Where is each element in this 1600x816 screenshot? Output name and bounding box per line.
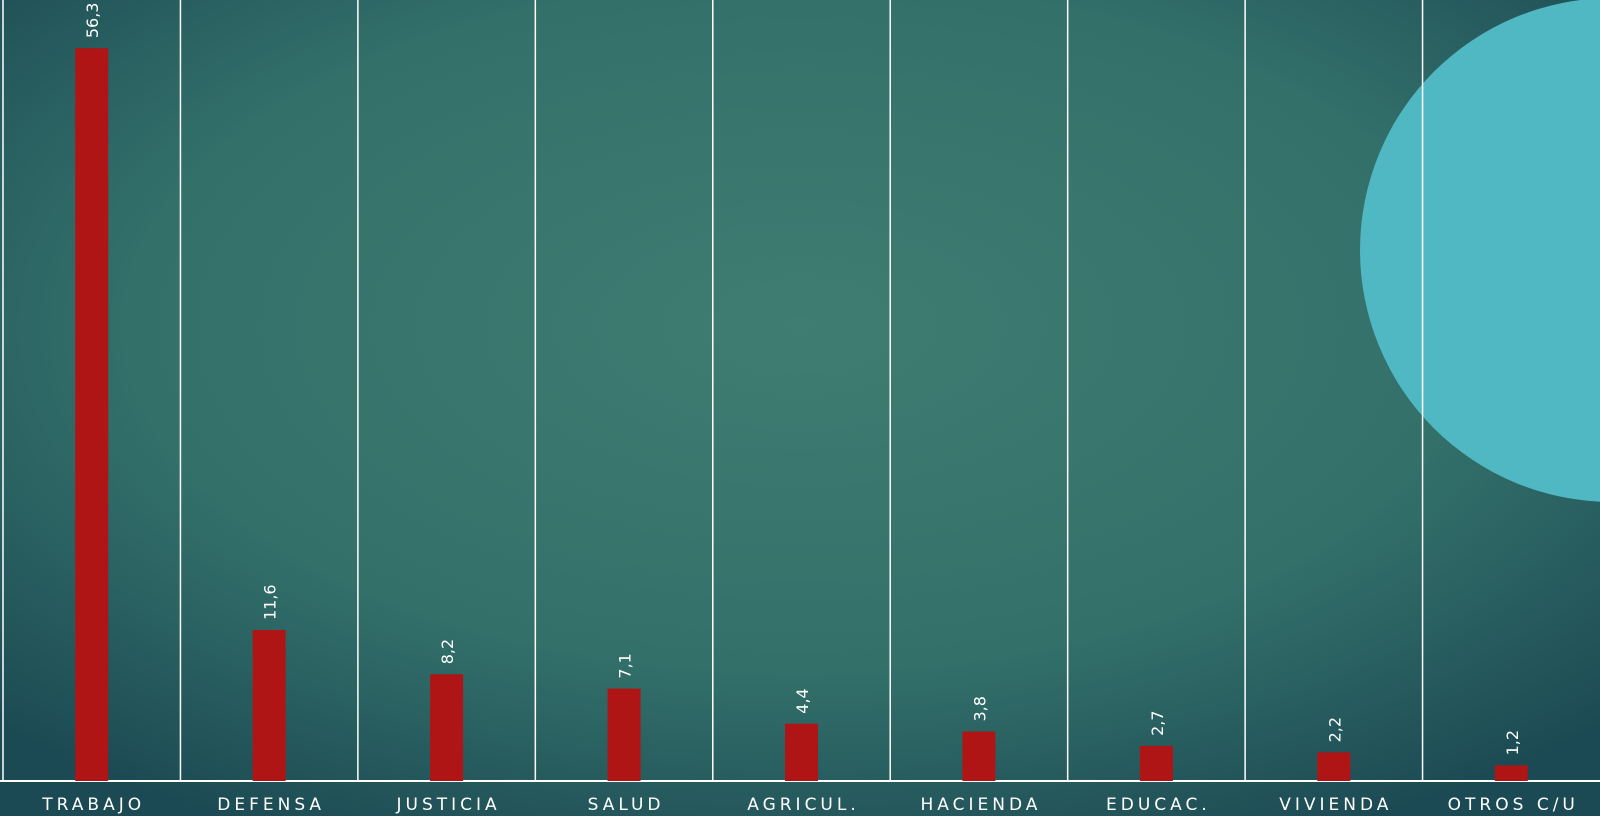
bar	[1139, 745, 1173, 781]
value-label: 1,2	[1503, 730, 1522, 755]
value-label: 7,1	[616, 653, 635, 678]
bar	[962, 731, 996, 781]
x-tick-label: VIVIENDA	[1279, 795, 1392, 815]
x-tick-label: TRABAJO	[41, 795, 145, 815]
bar	[607, 688, 641, 781]
x-tick-label: JUSTICIA	[396, 795, 501, 815]
value-label: 2,2	[1325, 717, 1344, 742]
value-label: 11,6	[261, 584, 280, 620]
bar	[1494, 765, 1528, 781]
x-tick-label: HACIENDA	[920, 795, 1041, 815]
value-label: 4,4	[793, 688, 812, 713]
bar	[252, 630, 286, 781]
bar	[430, 674, 464, 781]
value-label: 56,3	[83, 3, 102, 39]
decor-circle	[1360, 0, 1600, 502]
bar	[785, 723, 818, 781]
x-tick-label: OTROS C/U	[1448, 795, 1579, 815]
value-label: 2,7	[1148, 710, 1167, 735]
value-label: 8,2	[438, 639, 457, 664]
x-tick-label: AGRICUL.	[747, 795, 860, 815]
x-tick-label: DEFENSA	[217, 795, 325, 815]
x-tick-label: SALUD	[588, 795, 665, 815]
bar	[75, 48, 109, 781]
bar	[1317, 752, 1351, 781]
x-tick-label: EDUCAC.	[1106, 795, 1211, 815]
value-label: 3,8	[970, 696, 989, 721]
